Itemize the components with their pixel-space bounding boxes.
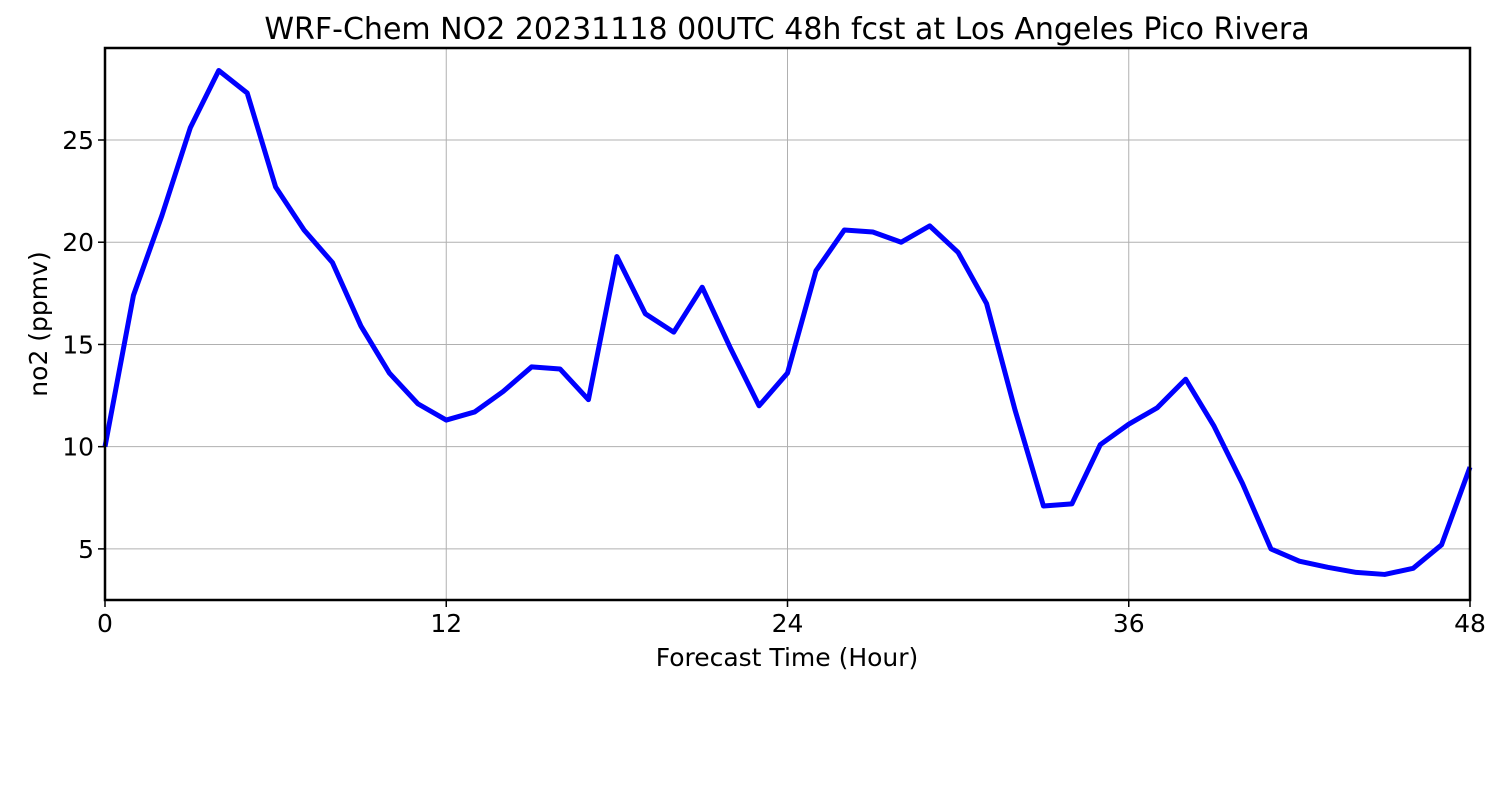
x-tick-label: 0 [97, 609, 113, 638]
y-tick-label: 20 [62, 228, 94, 257]
series-layer [102, 67, 1473, 577]
y-tick-label: 25 [62, 126, 94, 155]
y-tick-label: 5 [78, 535, 94, 564]
grid [104, 48, 1471, 600]
x-tick-label: 48 [1454, 609, 1486, 638]
y-axis-label: no2 (ppmv) [24, 251, 53, 396]
ticks: 0 12 24 36 48 5 10 15 20 25 [62, 126, 1486, 638]
series-line-0 [102, 67, 1473, 577]
x-axis-label: Forecast Time (Hour) [656, 643, 919, 672]
x-tick-label: 36 [1113, 609, 1145, 638]
y-tick-label: 10 [62, 433, 94, 462]
x-tick-label: 12 [430, 609, 462, 638]
x-tick-label: 24 [772, 609, 804, 638]
y-tick-label: 15 [62, 330, 94, 359]
chart-title: WRF-Chem NO2 20231118 00UTC 48h fcst at … [264, 12, 1309, 47]
